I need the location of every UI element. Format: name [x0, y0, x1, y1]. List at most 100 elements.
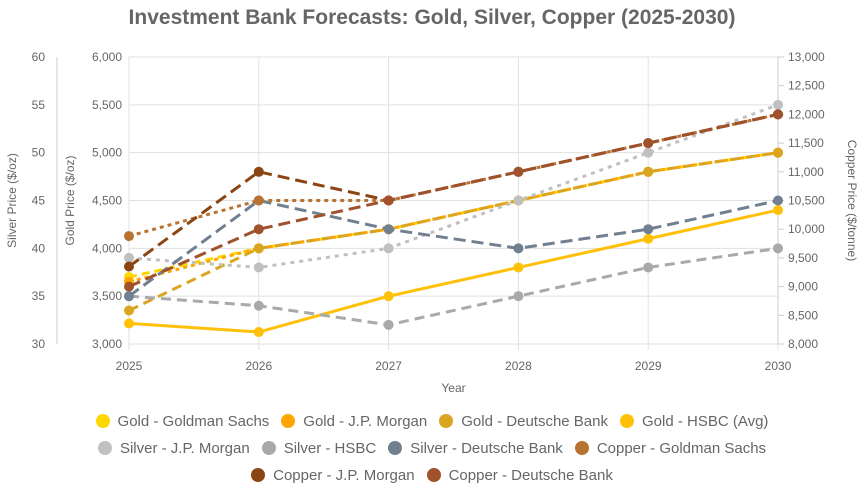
data-point	[643, 262, 654, 273]
series-line-gold-deutsche-bank	[128, 151, 779, 312]
legend-item[interactable]: Copper - Goldman Sachs	[574, 435, 767, 462]
data-point	[253, 327, 264, 338]
legend-swatch-icon	[426, 468, 441, 482]
legend-label: Silver - J.P. Morgan	[119, 440, 250, 457]
gold-tick-label: 5,000	[92, 146, 122, 160]
data-point	[773, 147, 783, 158]
legend-label: Gold - Goldman Sachs	[117, 413, 270, 430]
gold-tick-label: 3,000	[92, 337, 122, 351]
gold-tick-label: 6,000	[92, 50, 122, 64]
silver-axis-title: Silver Price ($/oz)	[5, 153, 19, 248]
data-point	[253, 262, 264, 273]
data-point	[124, 318, 134, 329]
legend-label: Copper - Goldman Sachs	[596, 440, 767, 457]
legend-label: Silver - HSBC	[283, 440, 377, 457]
legend-label: Gold - HSBC (Avg)	[642, 413, 769, 430]
x-tick-label: 2028	[505, 359, 532, 373]
silver-tick-label: 35	[32, 289, 46, 303]
legend-swatch-icon	[95, 414, 110, 428]
data-point	[383, 195, 394, 206]
data-point	[124, 281, 134, 292]
data-point	[383, 243, 394, 254]
data-point	[513, 243, 524, 254]
data-point	[124, 291, 134, 302]
legend-item[interactable]: Gold - Goldman Sachs	[95, 408, 270, 435]
data-point	[773, 109, 783, 120]
data-point	[383, 291, 394, 302]
legend-item[interactable]: Gold - J.P. Morgan	[281, 408, 427, 435]
chart-title: Investment Bank Forecasts: Gold, Silver,…	[128, 6, 736, 29]
data-point	[253, 224, 264, 235]
legend-swatch-icon	[261, 441, 276, 455]
silver-tick-label: 50	[32, 146, 46, 160]
data-point	[253, 243, 264, 254]
x-tick-label: 2027	[375, 359, 402, 373]
copper-tick-label: 10,000	[788, 222, 825, 236]
silver-tick-label: 45	[32, 194, 46, 208]
data-point	[253, 195, 264, 206]
data-point	[124, 261, 134, 272]
data-point	[773, 205, 783, 216]
gold-tick-label: 4,000	[92, 241, 122, 255]
legend-swatch-icon	[620, 414, 634, 428]
series-line-copper-deutsche-bank	[128, 112, 779, 288]
data-point	[643, 147, 654, 158]
series-line-silver-deutsche-bank	[128, 198, 779, 298]
data-point	[383, 224, 394, 235]
data-point	[643, 138, 654, 149]
x-tick-label: 2030	[765, 359, 792, 373]
data-point	[253, 300, 264, 311]
legend-swatch-icon	[439, 414, 454, 428]
data-point	[643, 233, 654, 244]
silver-tick-label: 30	[32, 337, 46, 351]
silver-tick-label: 55	[32, 98, 46, 112]
copper-tick-label: 8,000	[788, 337, 818, 351]
legend-item[interactable]: Silver - Deutsche Bank	[388, 435, 563, 462]
silver-tick-label: 40	[32, 241, 46, 255]
series-line-silver-j-p-morgan	[128, 103, 779, 269]
gold-axis-title: Gold Price ($/oz)	[63, 155, 77, 245]
series-line-gold-hsbc-avg-	[128, 208, 779, 334]
legend-label: Silver - Deutsche Bank	[410, 440, 563, 457]
data-point	[773, 99, 783, 110]
data-point	[513, 262, 524, 273]
data-point	[643, 224, 654, 235]
copper-tick-label: 11,500	[788, 136, 824, 150]
copper-tick-label: 12,500	[788, 79, 825, 93]
legend-label: Copper - Deutsche Bank	[448, 467, 613, 484]
legend-item[interactable]: Copper - Deutsche Bank	[426, 462, 613, 489]
legend-item[interactable]: Silver - J.P. Morgan	[97, 435, 250, 462]
data-point	[773, 243, 783, 254]
legend-label: Copper - J.P. Morgan	[273, 467, 415, 484]
legend: Gold - Goldman Sachs Gold - J.P. Morgan Go…	[0, 408, 864, 489]
legend-swatch-icon	[574, 441, 589, 455]
copper-tick-label: 11,000	[788, 165, 824, 179]
gold-tick-label: 3,500	[92, 289, 122, 303]
x-tick-label: 2025	[116, 359, 143, 373]
copper-tick-label: 13,000	[788, 50, 825, 64]
legend-swatch-icon	[388, 441, 403, 455]
gold-tick-label: 4,500	[92, 194, 122, 208]
copper-tick-label: 9,500	[788, 251, 818, 265]
data-point	[513, 195, 524, 206]
x-axis-title: Year	[441, 381, 465, 395]
data-point	[124, 252, 134, 263]
data-point	[513, 291, 524, 302]
copper-tick-label: 10,500	[788, 194, 825, 208]
copper-tick-label: 8,500	[788, 308, 818, 322]
silver-tick-label: 60	[32, 50, 46, 64]
data-point	[124, 305, 134, 316]
data-point	[253, 166, 264, 177]
legend-item[interactable]: Copper - J.P. Morgan	[251, 462, 415, 489]
legend-item[interactable]: Silver - HSBC	[261, 435, 377, 462]
series-line-copper-goldman-sachs	[128, 112, 779, 238]
copper-tick-label: 12,000	[788, 107, 825, 121]
legend-swatch-icon	[251, 468, 266, 482]
data-point	[124, 231, 134, 242]
legend-item[interactable]: Gold - HSBC (Avg)	[620, 408, 768, 435]
legend-item[interactable]: Gold - Deutsche Bank	[439, 408, 608, 435]
legend-label: Gold - J.P. Morgan	[303, 413, 428, 430]
copper-tick-label: 9,000	[788, 280, 818, 294]
